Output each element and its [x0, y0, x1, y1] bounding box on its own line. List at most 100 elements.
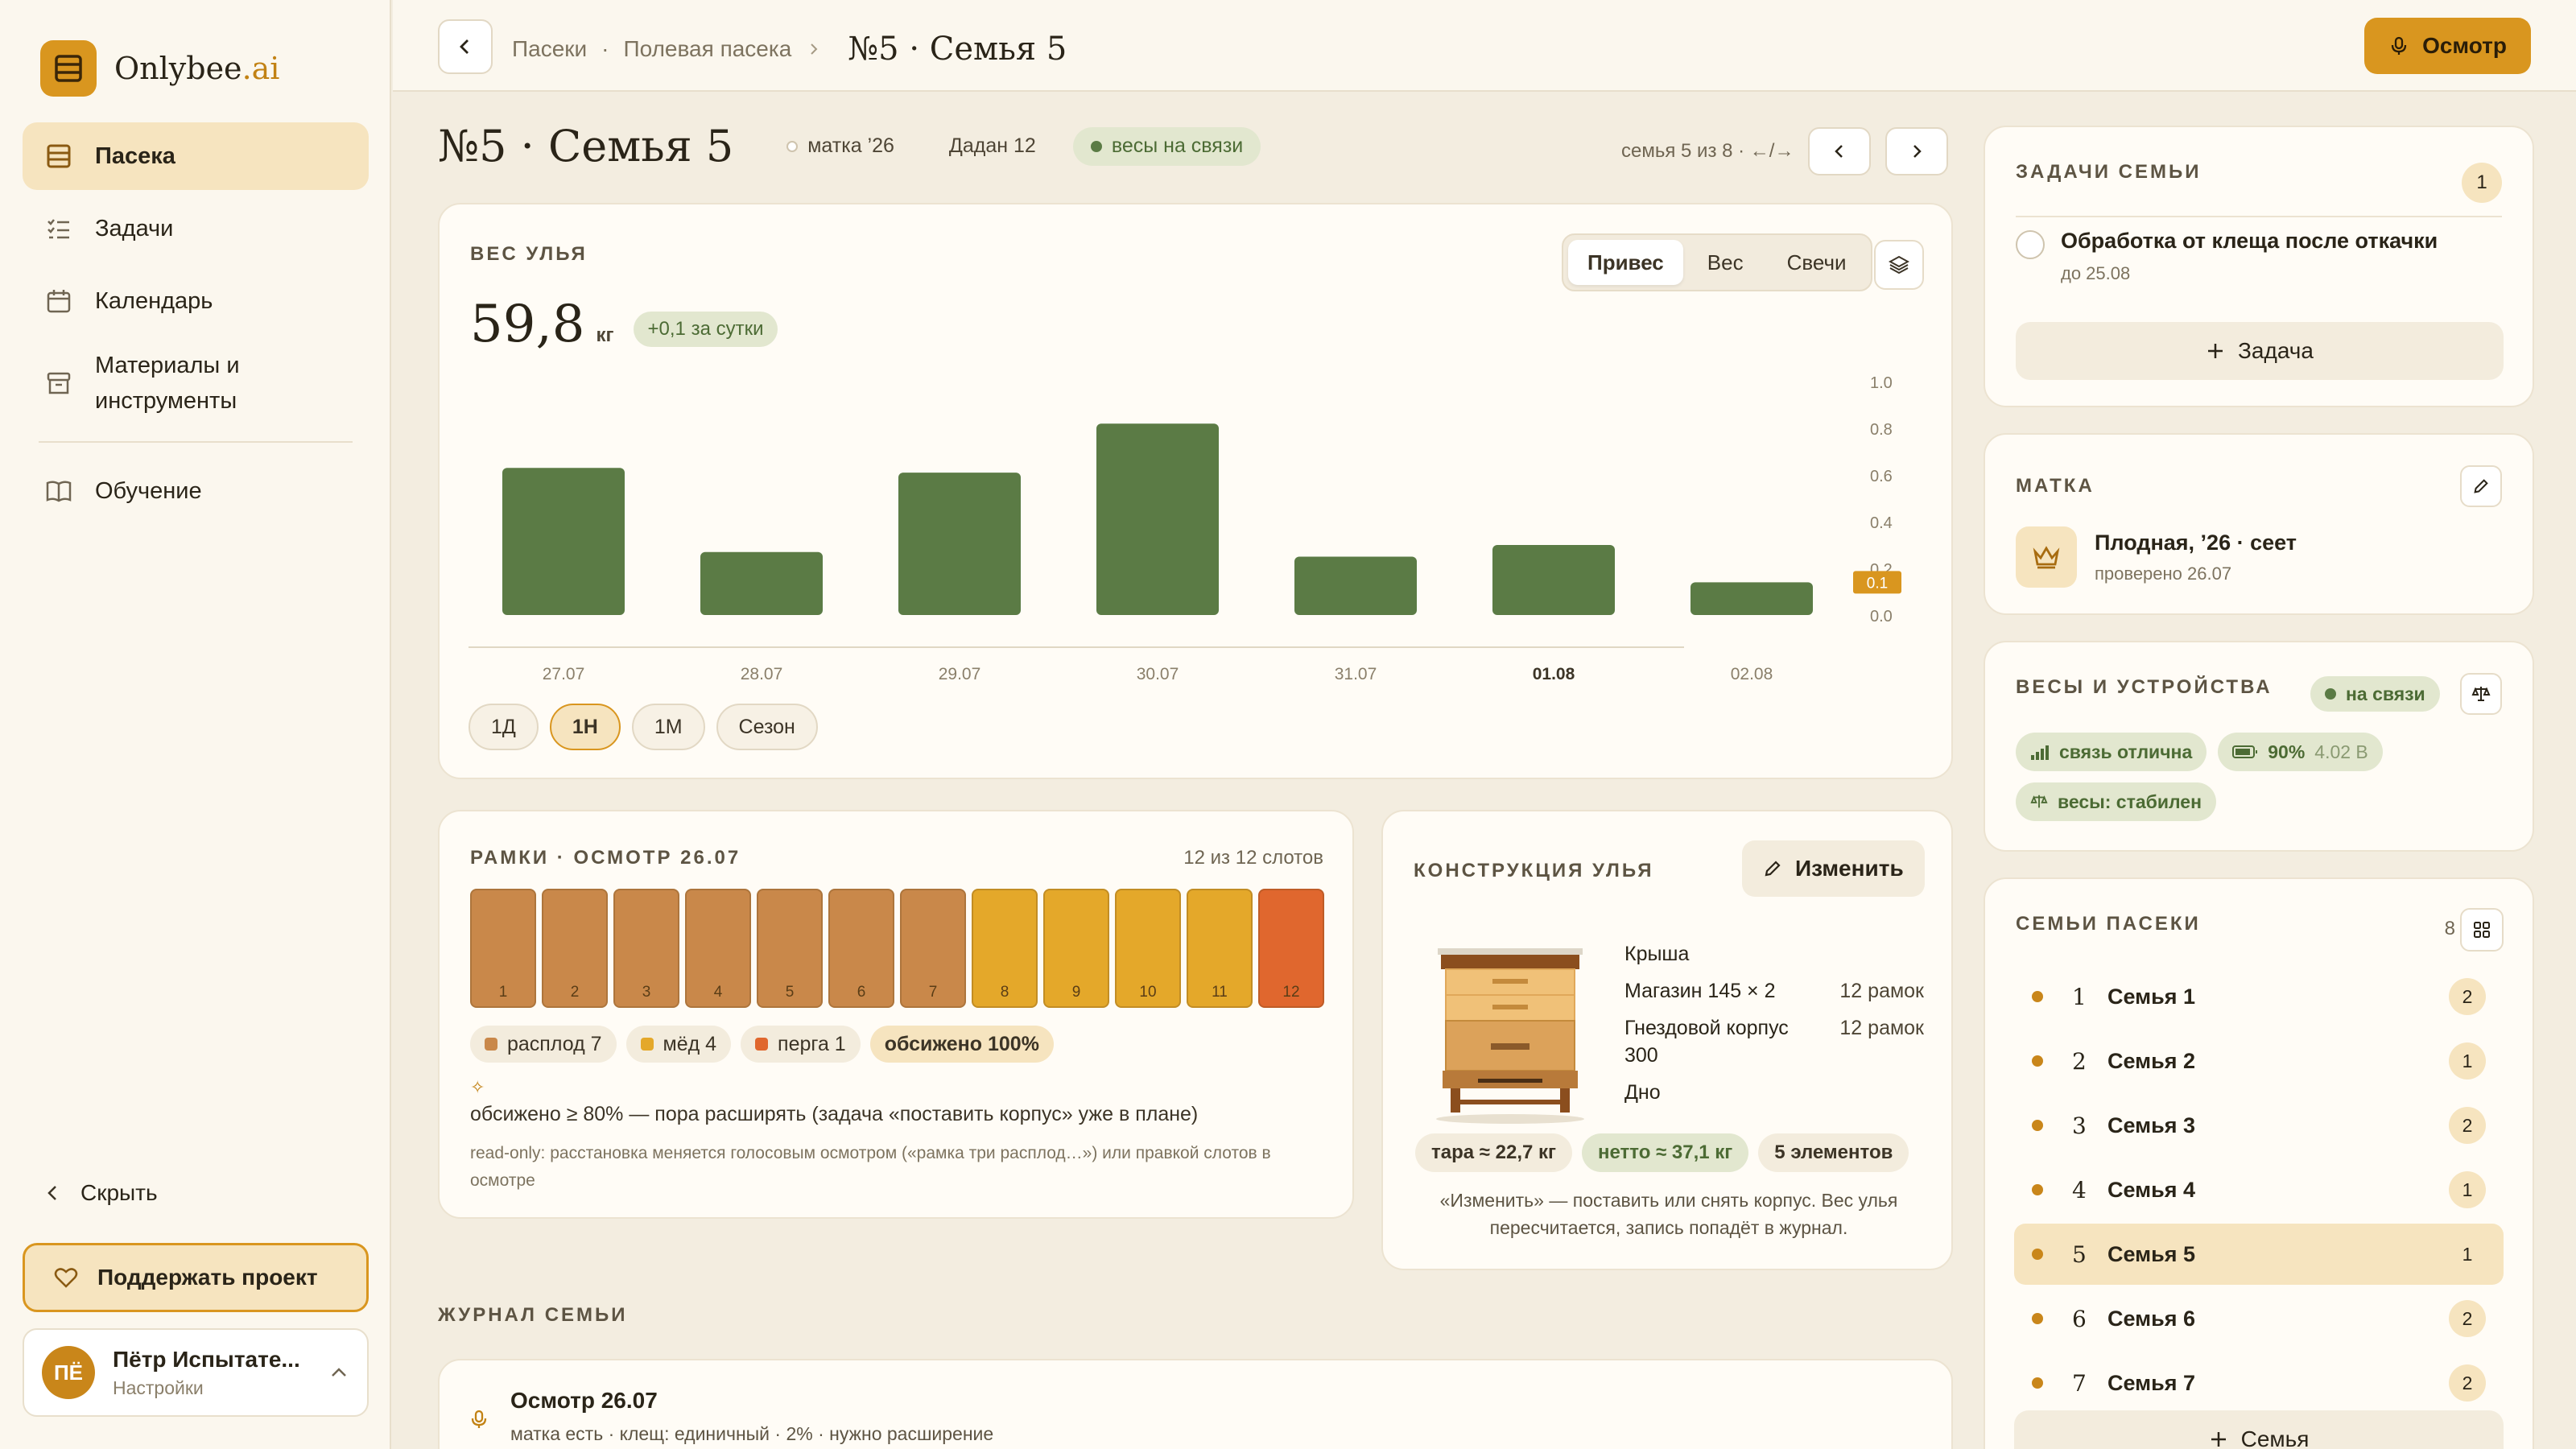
hive-part-roof: Крыша: [1624, 940, 1924, 968]
family-name: Семья 6: [2107, 1306, 2196, 1331]
breadcrumb-field-apiary[interactable]: Полевая пасека: [623, 36, 792, 61]
chart-bar: [1294, 556, 1417, 615]
frame-slot: 8: [972, 889, 1038, 1008]
family-tasks-count: 2: [2449, 978, 2486, 1015]
device-status-label: на связи: [2346, 683, 2425, 704]
frame-number: 8: [1000, 984, 1009, 1001]
prev-family-button[interactable]: [1808, 127, 1872, 175]
app-name-suffix: .ai: [242, 51, 280, 86]
task-due: до 25.08: [2061, 263, 2131, 283]
family-row[interactable]: 6 Семья 6 2: [2014, 1288, 2504, 1349]
nav-item-apiary[interactable]: Пасека: [23, 122, 369, 190]
status-dot: [786, 140, 799, 152]
journal-card: Осмотр 26.07 матка есть · клещ: единичны…: [438, 1359, 1953, 1449]
queen-chip-label: матка ’26: [807, 134, 894, 157]
breadcrumb: Пасеки · Полевая пасека №5 · Семья 5: [512, 31, 1067, 68]
family-row-active[interactable]: 5 Семья 5 1: [2014, 1224, 2504, 1285]
family-row[interactable]: 4 Семья 4 1: [2014, 1159, 2504, 1220]
chevron-up-icon: [332, 1368, 346, 1377]
current-value-marker: [1853, 571, 1901, 594]
chevron-left-icon: [47, 1186, 56, 1200]
hive-type-chip: Дадан 12: [931, 127, 1054, 166]
edit-queen-button[interactable]: [2460, 465, 2502, 507]
task-item: Обработка от клеща после откачки до 25.0…: [2016, 229, 2438, 284]
scale-settings-button[interactable]: [2460, 673, 2502, 715]
tab-weight[interactable]: Вес: [1707, 250, 1744, 275]
breadcrumb-apiaries[interactable]: Пасеки: [512, 36, 588, 61]
nav-item-label: Обучение: [95, 477, 202, 504]
add-family-button[interactable]: Семья: [2014, 1410, 2504, 1449]
hive-type-label: Дадан 12: [948, 134, 1036, 157]
part-count: 12 рамок: [1839, 980, 1924, 1002]
range-selector: 1Д 1Н 1М Сезон: [469, 704, 818, 750]
brood-swatch: [485, 1038, 497, 1051]
frame-slot: 6: [828, 889, 894, 1008]
chevron-right-icon: [1913, 145, 1922, 158]
frame-slots: 1 2 3 4 5 6 7 8 9 10 11 12: [470, 889, 1324, 1008]
card-title: КОНСТРУКЦИЯ УЛЬЯ: [1414, 860, 1654, 881]
user-profile[interactable]: ПЁ Пётр Испытате... Настройки: [23, 1328, 369, 1417]
weight-value: 59,8 кг +0,1 за сутки: [470, 295, 778, 354]
apiary-families-card: СЕМЬИ ПАСЕКИ 8 1 Семья 1 2 2 Семья 2 1 3 Семь…: [1984, 877, 2534, 1449]
main-nav: Пасека Задачи Календарь Материалы и инст…: [23, 122, 369, 530]
range-1m[interactable]: 1М: [631, 704, 705, 750]
nav-item-materials[interactable]: Материалы и инструменты: [23, 340, 369, 427]
family-row[interactable]: 1 Семья 1 2: [2014, 966, 2504, 1027]
family-row[interactable]: 7 Семья 7 2: [2014, 1352, 2504, 1414]
nav-item-tasks[interactable]: Задачи: [23, 195, 369, 262]
back-button[interactable]: [438, 19, 493, 74]
weight-mode-tabs: Привес Вес Свечи: [1562, 233, 1872, 291]
family-row[interactable]: 2 Семья 2 1: [2014, 1030, 2504, 1092]
support-label: Поддержать проект: [97, 1265, 318, 1290]
add-task-button[interactable]: Задача: [2016, 322, 2504, 380]
part-name: Гнездовой корпус 300: [1624, 1017, 1789, 1067]
list-icon: [47, 219, 69, 239]
family-number: 1: [2072, 983, 2087, 1010]
range-1w[interactable]: 1Н: [549, 704, 621, 750]
legend-honey: мёд 4: [625, 1026, 732, 1063]
nav-item-calendar[interactable]: Календарь: [23, 267, 369, 335]
support-project-button[interactable]: Поддержать проект: [23, 1243, 369, 1312]
tab-gain[interactable]: Привес: [1568, 240, 1683, 285]
family-name: Семья 7: [2107, 1370, 2196, 1395]
hive-part-bottom: Дно: [1624, 1079, 1924, 1106]
nav-item-label: Задачи: [95, 215, 174, 242]
journal-entry[interactable]: Осмотр 26.07 матка есть · клещ: единичны…: [469, 1388, 993, 1445]
task-title[interactable]: Обработка от клеща после откачки: [2061, 229, 2438, 253]
task-checkbox[interactable]: [2016, 230, 2045, 259]
frame-number: 2: [570, 984, 580, 1001]
family-dot: [2032, 1313, 2043, 1324]
nav-item-learning[interactable]: Обучение: [23, 457, 369, 525]
grid-view-button[interactable]: [2460, 908, 2504, 952]
part-name: Магазин 145 × 2: [1624, 980, 1776, 1002]
frame-slot: 7: [900, 889, 966, 1008]
frame-number: 5: [785, 984, 795, 1001]
construction-stats: тара ≈ 22,7 кг нетто ≈ 37,1 кг 5 элемент…: [1415, 1133, 1909, 1172]
hive-part-brood-box: Гнездовой корпус 300 12 рамок: [1624, 1014, 1924, 1069]
inspection-button[interactable]: Осмотр: [2364, 18, 2531, 74]
hive-part-super: Магазин 145 × 2 12 рамок: [1624, 977, 1924, 1005]
range-season[interactable]: Сезон: [716, 704, 818, 750]
coverage-badge: обсижено 100%: [869, 1026, 1054, 1063]
layers-toggle-button[interactable]: [1874, 240, 1924, 290]
frame-slot: 5: [757, 889, 823, 1008]
nav-divider: [39, 441, 353, 443]
family-row[interactable]: 3 Семья 3 2: [2014, 1095, 2504, 1156]
next-family-button[interactable]: [1885, 127, 1949, 175]
edit-label: Изменить: [1795, 856, 1904, 881]
range-1d[interactable]: 1Д: [469, 704, 539, 750]
nav-item-label: Пасека: [95, 142, 175, 169]
family-tasks-count: 1: [2449, 1042, 2486, 1080]
layers-icon: [47, 144, 71, 168]
status-dot: [2325, 688, 2336, 700]
family-tasks-card: ЗАДАЧИ СЕМЬИ 1 Обработка от клеща после …: [1984, 126, 2534, 407]
hide-sidebar-button[interactable]: Скрыть: [43, 1180, 158, 1206]
device-chips: связь отлична 90% 4.02 В весы: стабилен: [2016, 733, 2515, 821]
app-logo[interactable]: Onlybee.ai: [40, 40, 279, 97]
frame-slot: 9: [1043, 889, 1109, 1008]
tab-candles[interactable]: Свечи: [1786, 250, 1847, 275]
edit-construction-button[interactable]: Изменить: [1742, 840, 1925, 897]
family-dot: [2032, 991, 2043, 1002]
journal-entry-summary: матка есть · клещ: единичный · 2% · нужн…: [510, 1423, 994, 1444]
